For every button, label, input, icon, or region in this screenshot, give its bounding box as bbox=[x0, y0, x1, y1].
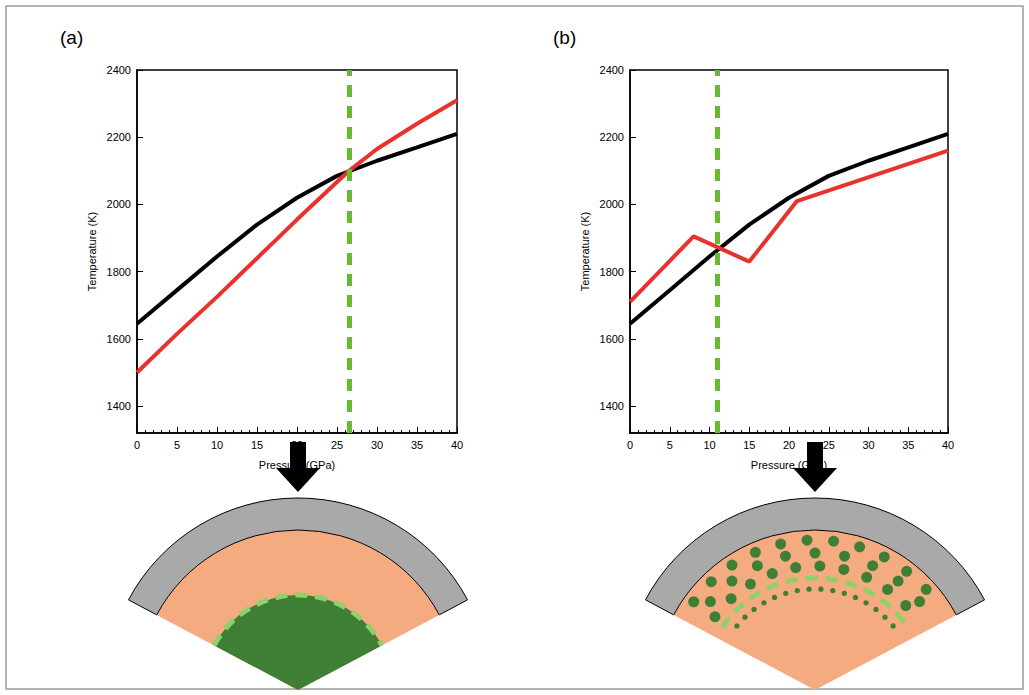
svg-text:Temperature (K): Temperature (K) bbox=[579, 212, 591, 291]
svg-text:35: 35 bbox=[411, 439, 423, 451]
svg-text:1400: 1400 bbox=[600, 400, 624, 412]
svg-text:2400: 2400 bbox=[600, 64, 624, 76]
svg-text:40: 40 bbox=[942, 439, 954, 451]
svg-text:Temperature (K): Temperature (K) bbox=[86, 212, 98, 291]
svg-text:2400: 2400 bbox=[107, 64, 131, 76]
svg-text:1400: 1400 bbox=[107, 400, 131, 412]
svg-text:2000: 2000 bbox=[107, 198, 131, 210]
svg-text:2200: 2200 bbox=[600, 131, 624, 143]
svg-text:25: 25 bbox=[331, 439, 343, 451]
svg-text:(a): (a) bbox=[60, 27, 83, 48]
svg-text:5: 5 bbox=[174, 439, 180, 451]
svg-text:1600: 1600 bbox=[107, 333, 131, 345]
svg-text:25: 25 bbox=[823, 439, 835, 451]
svg-text:40: 40 bbox=[451, 439, 463, 451]
svg-text:1800: 1800 bbox=[107, 266, 131, 278]
svg-text:30: 30 bbox=[371, 439, 383, 451]
svg-text:30: 30 bbox=[862, 439, 874, 451]
svg-text:35: 35 bbox=[902, 439, 914, 451]
svg-text:1800: 1800 bbox=[600, 266, 624, 278]
svg-text:Pressure (GPa): Pressure (GPa) bbox=[751, 459, 827, 471]
svg-text:10: 10 bbox=[211, 439, 223, 451]
svg-text:(b): (b) bbox=[553, 27, 576, 48]
svg-text:0: 0 bbox=[627, 439, 633, 451]
svg-text:Pressure (GPa): Pressure (GPa) bbox=[259, 459, 335, 471]
svg-text:10: 10 bbox=[703, 439, 715, 451]
svg-text:2000: 2000 bbox=[600, 198, 624, 210]
svg-text:20: 20 bbox=[783, 439, 795, 451]
svg-text:2200: 2200 bbox=[107, 131, 131, 143]
svg-text:5: 5 bbox=[667, 439, 673, 451]
svg-text:15: 15 bbox=[251, 439, 263, 451]
svg-text:1600: 1600 bbox=[600, 333, 624, 345]
svg-text:0: 0 bbox=[134, 439, 140, 451]
svg-text:15: 15 bbox=[743, 439, 755, 451]
svg-text:20: 20 bbox=[291, 439, 303, 451]
